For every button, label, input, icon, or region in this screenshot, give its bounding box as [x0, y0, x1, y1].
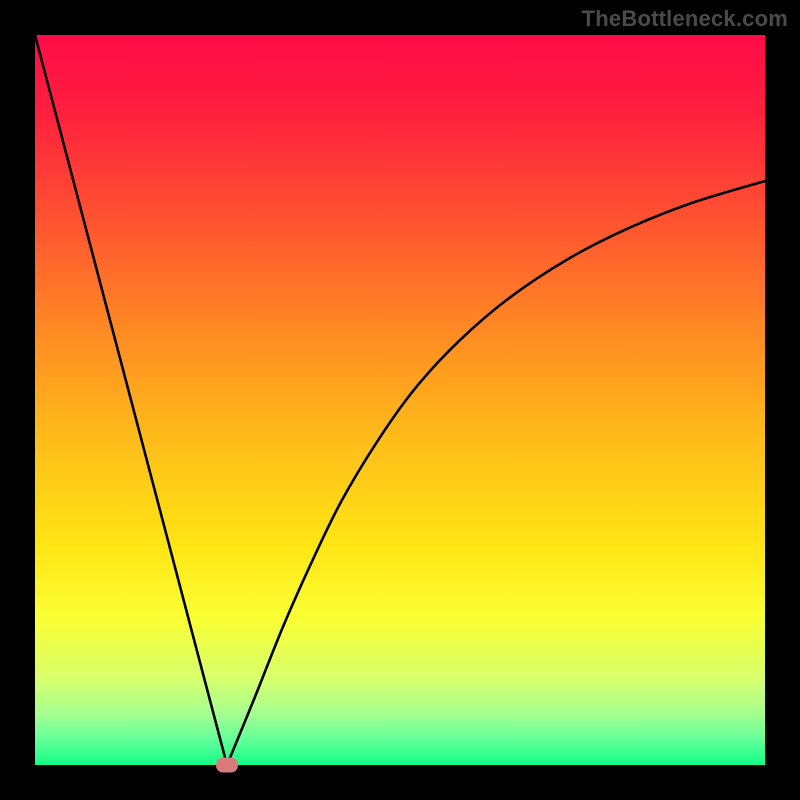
bottleneck-chart	[0, 0, 800, 800]
chart-container: TheBottleneck.com	[0, 0, 800, 800]
plot-gradient-background	[35, 35, 765, 765]
watermark-text: TheBottleneck.com	[582, 6, 788, 32]
optimal-point-marker	[216, 758, 238, 773]
